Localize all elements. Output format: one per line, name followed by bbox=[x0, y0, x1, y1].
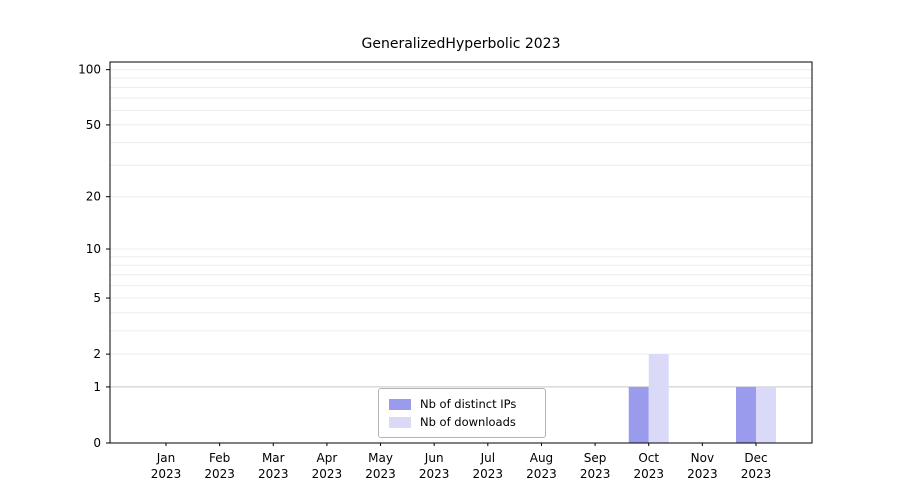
legend-item: Nb of downloads bbox=[389, 413, 535, 431]
bar bbox=[756, 386, 776, 443]
x-tick-label-month: Feb bbox=[209, 451, 230, 465]
x-tick-label-year: 2023 bbox=[204, 467, 235, 481]
legend-label: Nb of downloads bbox=[420, 415, 516, 429]
legend-label: Nb of distinct IPs bbox=[420, 397, 517, 411]
x-tick-label-year: 2023 bbox=[741, 467, 772, 481]
legend-item: Nb of distinct IPs bbox=[389, 395, 535, 413]
bar bbox=[648, 354, 669, 443]
x-tick-label-month: Dec bbox=[744, 451, 767, 465]
x-tick-label-month: Nov bbox=[691, 451, 714, 465]
x-tick-label-month: Jul bbox=[480, 451, 495, 465]
x-tick-label-month: Sep bbox=[584, 451, 607, 465]
x-tick-label-month: Apr bbox=[317, 451, 338, 465]
x-tick-label-month: Jun bbox=[424, 451, 444, 465]
x-tick-label-year: 2023 bbox=[419, 467, 450, 481]
y-tick-label: 2 bbox=[93, 347, 101, 361]
x-tick-label-year: 2023 bbox=[580, 467, 611, 481]
x-tick-label-year: 2023 bbox=[312, 467, 343, 481]
y-tick-label: 0 bbox=[93, 436, 101, 450]
y-tick-label: 100 bbox=[78, 63, 101, 77]
x-tick-label-month: Aug bbox=[530, 451, 553, 465]
x-tick-label-year: 2023 bbox=[687, 467, 718, 481]
y-tick-label: 10 bbox=[86, 242, 101, 256]
plot-frame bbox=[109, 61, 813, 444]
x-tick-label-month: Mar bbox=[262, 451, 285, 465]
legend: Nb of distinct IPs Nb of downloads bbox=[378, 388, 546, 438]
y-tick-label: 5 bbox=[93, 291, 101, 305]
chart-title: GeneralizedHyperbolic 2023 bbox=[361, 36, 561, 52]
x-tick-label-month: Jan bbox=[156, 451, 176, 465]
x-tick-label-year: 2023 bbox=[365, 467, 396, 481]
bar bbox=[736, 386, 756, 443]
x-tick-label-year: 2023 bbox=[151, 467, 182, 481]
legend-swatch-downloads bbox=[389, 416, 411, 428]
legend-swatch-distinct-ips bbox=[389, 398, 411, 410]
y-tick-label: 20 bbox=[86, 190, 101, 204]
y-tick-label: 1 bbox=[93, 380, 101, 394]
bar bbox=[628, 386, 649, 443]
x-tick-label-year: 2023 bbox=[526, 467, 557, 481]
x-tick-label-year: 2023 bbox=[633, 467, 664, 481]
x-tick-label-year: 2023 bbox=[258, 467, 289, 481]
x-tick-label-year: 2023 bbox=[473, 467, 504, 481]
x-tick-label-month: Oct bbox=[638, 451, 659, 465]
y-tick-label: 50 bbox=[86, 118, 101, 132]
x-tick-label-month: May bbox=[368, 451, 393, 465]
